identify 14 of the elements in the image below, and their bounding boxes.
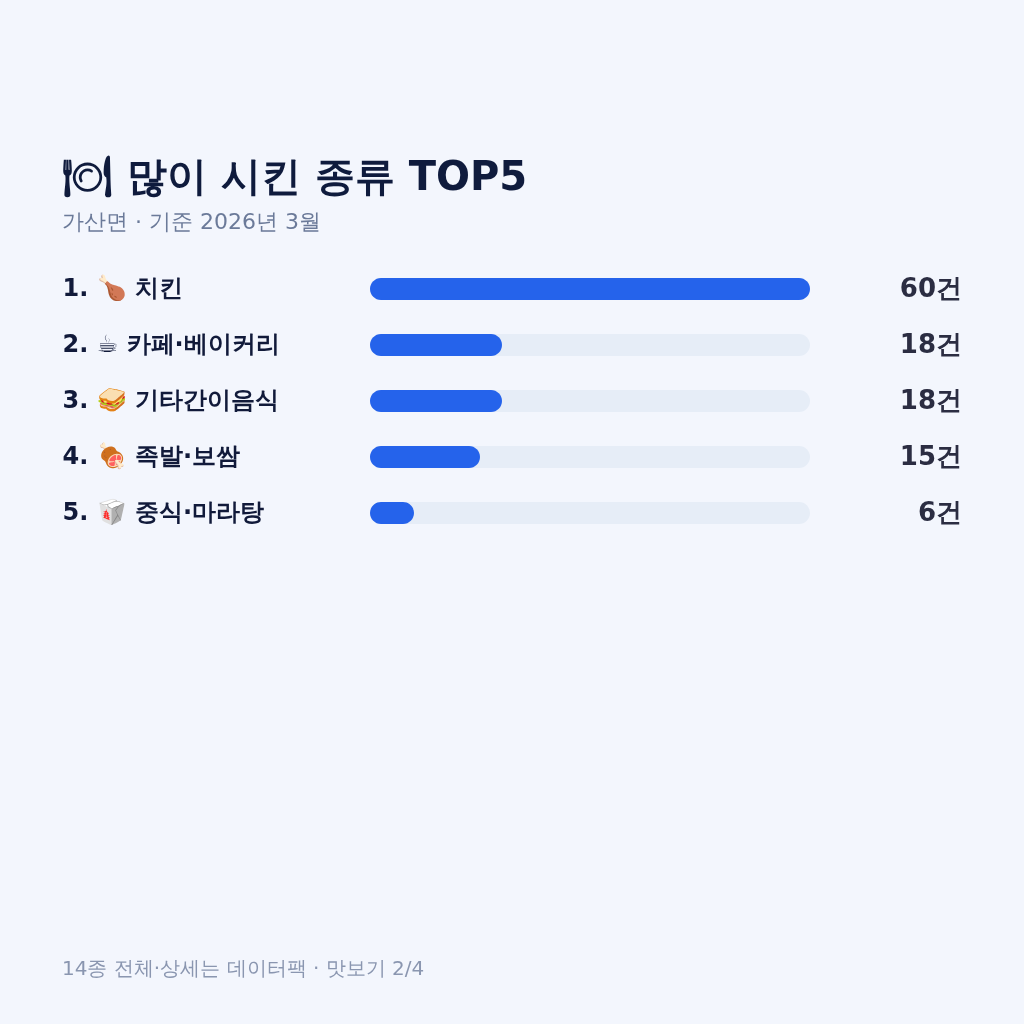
text: 14종 전체·상세는 데이터팩 · 맛보기 2/4 bbox=[62, 956, 425, 980]
data-label: 60건 bbox=[899, 273, 962, 303]
data-label: 15건 bbox=[899, 441, 962, 471]
y-tick-label: 3. 🥪 기타간이음식 bbox=[62, 386, 280, 414]
bar bbox=[370, 446, 480, 468]
data-label: 18건 bbox=[899, 329, 962, 359]
data-label: 18건 bbox=[899, 385, 962, 415]
y-tick-label: 4. 🍖 족발·보쌈 bbox=[62, 441, 241, 471]
text: 가산면 · 기준 2026년 3월 bbox=[62, 209, 321, 234]
chart-title: 🍽 많이 시킨 종류 TOP5 bbox=[62, 153, 528, 199]
data-label: 6건 bbox=[917, 497, 962, 527]
y-tick-label: 1. 🍗 치킨 bbox=[62, 274, 184, 302]
y-tick-label: 5. 🥡 중식·마라탕 bbox=[62, 498, 265, 526]
y-tick-label: 2. ☕ 카페·베이커리 bbox=[62, 330, 280, 358]
